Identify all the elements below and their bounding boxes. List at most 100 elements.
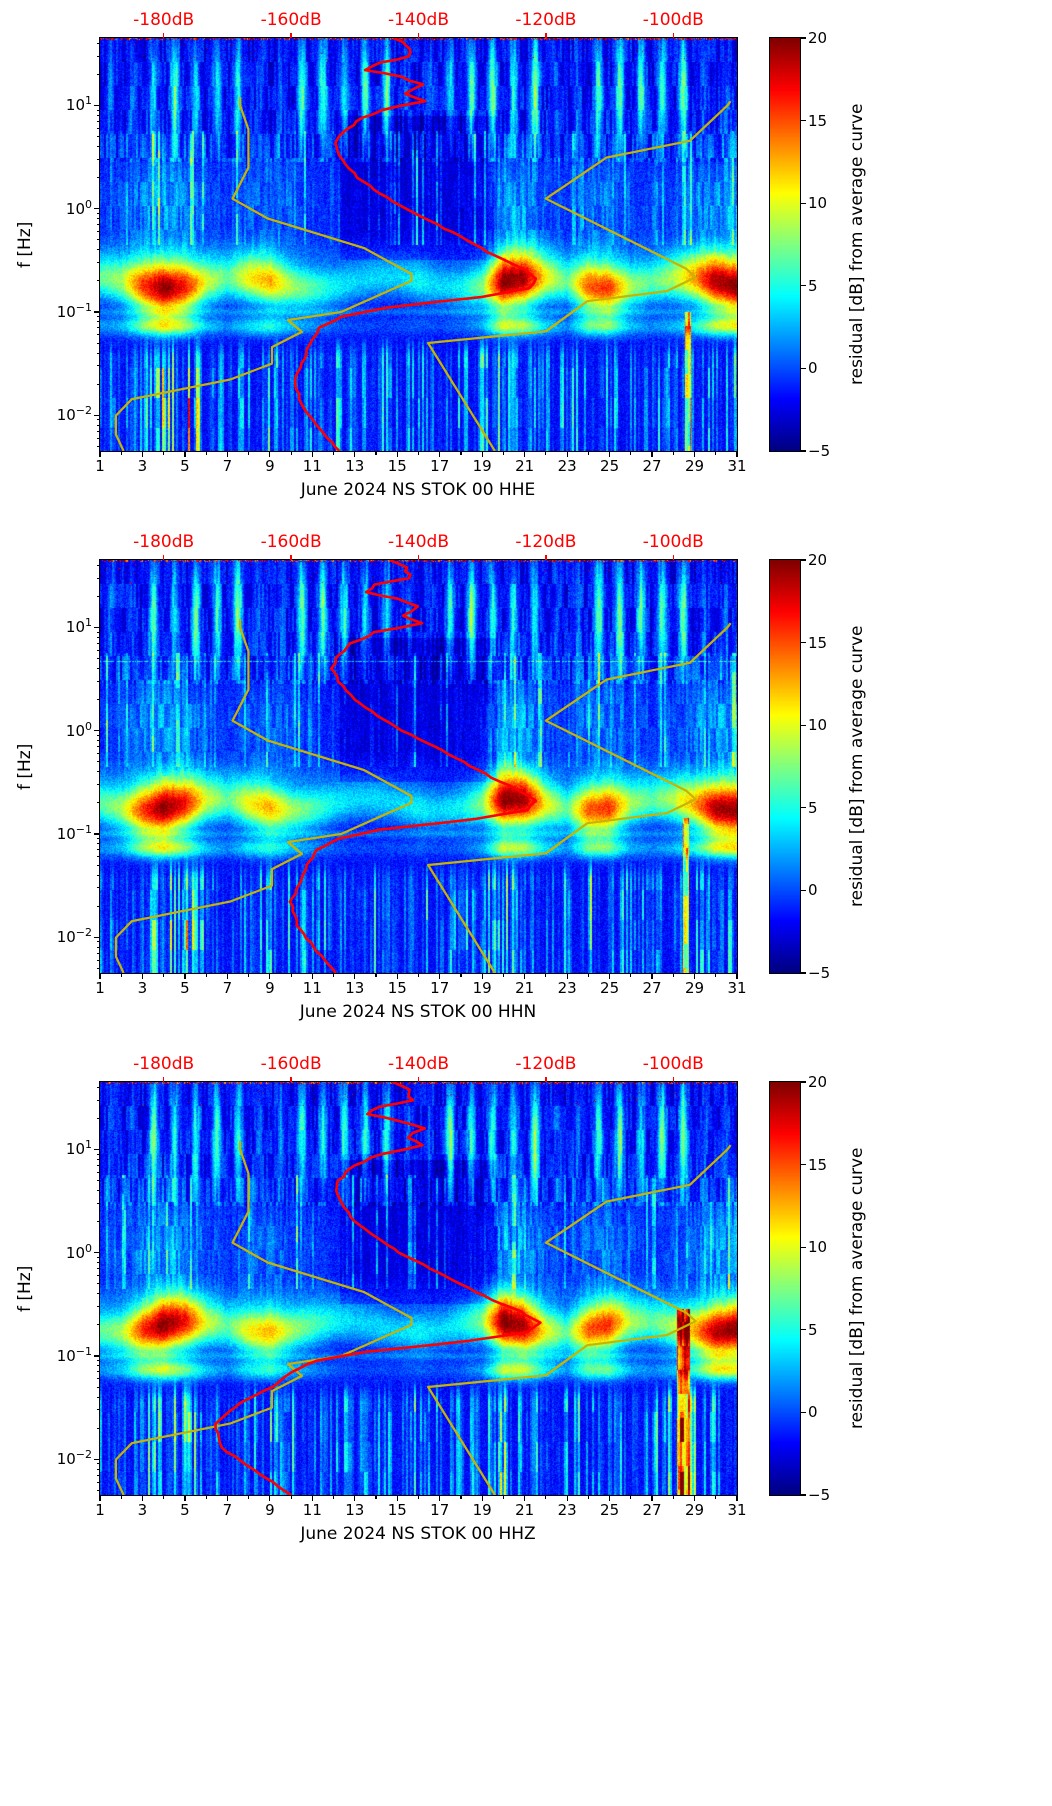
y-minor-tick [97,1293,100,1295]
x-minor-tick [375,452,377,455]
x-tick-label: 9 [265,979,275,997]
y-tick-label: 101 [65,1138,92,1159]
x-tick-label: 25 [600,979,620,997]
x-tick [99,452,101,457]
colorbar-tick [801,202,806,204]
y-minor-tick [97,680,100,682]
x-tick [651,1496,653,1501]
colorbar-tick-label: 10 [808,1238,828,1257]
top-axis-tick [417,555,420,560]
x-tick-label: 29 [684,1501,705,1519]
x-tick-label: 11 [302,979,322,997]
x-minor-tick [205,1496,207,1499]
colorbar [769,559,801,974]
x-minor-tick [587,974,589,977]
noise-model-curve [427,100,732,451]
x-tick-label: 15 [387,979,407,997]
y-tick [94,1148,100,1151]
y-minor-tick [97,136,100,138]
colorbar-tick [801,1246,806,1248]
y-minor-tick [97,1256,100,1258]
y-minor-tick [97,636,100,638]
y-tick-label: 100 [65,719,92,740]
colorbar-tick [801,367,806,369]
y-minor-tick [97,1396,100,1398]
y-tick [94,104,100,107]
y-minor-tick [97,249,100,251]
average-psd-curve [288,560,538,973]
y-tick-label: 10−2 [56,1448,92,1469]
colorbar-tick [801,889,806,891]
psd-curves-overlay [114,1082,732,1495]
y-minor-tick [97,445,100,447]
y-tick-label: 10−1 [56,300,92,321]
y-minor-tick [97,218,100,220]
psd-curves-overlay [114,560,732,973]
x-minor-tick [502,452,505,455]
y-tick-label: 101 [65,616,92,637]
top-axis-tick [163,1077,165,1082]
top-axis-tick [417,33,420,38]
x-tick [524,1496,526,1501]
colorbar-tick [801,972,806,974]
x-tick [226,974,228,979]
x-tick-label: 25 [600,1501,620,1519]
x-tick-label: 5 [180,1501,190,1519]
x-minor-tick [672,1496,674,1499]
colorbar-label: residual [dB] from average curve [847,1147,867,1430]
top-axis-db-label: -180dB [133,1054,195,1074]
x-tick-label: 3 [137,1501,148,1519]
x-tick [141,452,144,457]
x-tick-label: 25 [600,457,620,475]
colorbar-tick-label: 0 [808,1403,818,1422]
spectrogram-heatmap [100,560,737,973]
x-tick [396,1496,398,1501]
y-minor-tick [97,55,100,57]
colorbar-label: residual [dB] from average curve [847,625,867,908]
y-minor-tick [97,1262,100,1264]
x-minor-tick [375,974,377,977]
y-minor-tick [97,114,100,116]
x-tick [354,974,356,979]
colorbar-tick [801,1081,806,1083]
top-axis-db-label: -140dB [387,532,450,552]
x-minor-tick [545,974,547,977]
y-minor-tick [97,843,100,845]
y-minor-tick [97,1221,100,1223]
y-minor-tick [97,905,100,907]
x-tick-label: 19 [472,457,492,475]
y-tick [94,208,100,210]
x-tick-label: 3 [137,457,148,475]
y-minor-tick [97,177,100,179]
x-tick [439,1496,441,1501]
y-minor-tick [97,631,100,633]
top-axis-tick [672,33,674,38]
y-tick [94,626,100,629]
panel-hhz: f [Hz] June 2024 NS STOK 00 HHZ residual… [0,1044,1052,1566]
x-minor-tick [417,974,420,977]
y-minor-tick [97,1283,100,1285]
colorbar-tick [801,450,806,452]
colorbar-tick [801,807,806,809]
y-minor-tick [97,1099,100,1101]
x-tick-label: 7 [222,1501,233,1519]
panel-hhe: f [Hz] June 2024 NS STOK 00 HHE residual… [0,0,1052,522]
x-minor-tick [460,1496,462,1499]
colorbar-tick-label: −5 [808,442,831,460]
x-minor-tick [545,452,547,455]
noise-model-curve [427,622,732,973]
x-axis-label: June 2024 NS STOK 00 HHZ [300,1524,536,1544]
x-minor-tick [630,1496,632,1499]
colorbar-tick-label: 5 [808,798,818,817]
y-minor-tick [97,280,100,282]
x-minor-tick [715,974,717,977]
average-psd-curve [293,38,538,451]
y-minor-tick [97,864,100,866]
x-minor-tick [630,452,632,455]
x-tick-label: 13 [345,979,365,997]
y-minor-tick [97,959,100,961]
top-axis-tick [545,33,547,38]
colorbar-gradient [770,38,800,451]
y-tick [94,730,100,732]
